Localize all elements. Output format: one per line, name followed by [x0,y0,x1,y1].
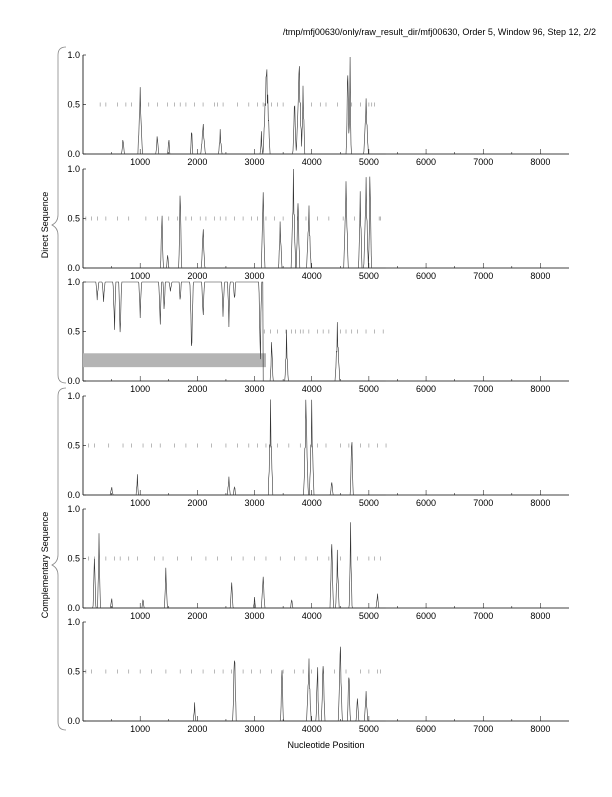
y-tick-label: 1.0 [67,617,80,627]
coding-region-highlight [83,353,266,368]
y-tick-label: 0.5 [67,214,80,224]
x-tick-label: 2000 [187,498,207,508]
panel-complementary-frame-2: 0.0 0.5 1.0 1000 2000 3000 4000 5000 6000 7000 800… [67,504,569,621]
x-tick-label: 3000 [245,498,265,508]
y-tick-label: 0.5 [67,441,80,451]
x-axis-label: Nucleotide Position [287,740,364,750]
group-label-complementary: Complementary Sequence [40,512,50,619]
x-tick-label: 1000 [130,271,150,281]
panel-direct-frame-1: 0.0 0.5 1.0 1000 2000 3000 4000 5000 6000 7000 800… [67,50,569,167]
panel-direct-frame-2: 0.0 0.5 1.0 1000 2000 3000 4000 5000 6000 7000 800… [67,164,569,281]
x-tick-label: 3000 [245,157,265,167]
y-tick-label: 0.0 [67,716,80,726]
x-tick-label: 3000 [245,384,265,394]
x-tick-label: 4000 [302,498,322,508]
x-tick-label: 4000 [302,611,322,621]
panel-complementary-frame-1: 0.0 0.5 1.0 1000 2000 3000 4000 5000 6000 7000 800… [67,391,569,508]
group-brace-direct [51,46,67,384]
x-tick-label: 3000 [245,271,265,281]
x-tick-label: 5000 [359,724,379,734]
x-tick-label: 1000 [130,384,150,394]
x-tick-label: 1000 [130,498,150,508]
x-tick-label: 3000 [245,611,265,621]
x-tick-label: 6000 [416,724,436,734]
y-tick-label: 0.5 [67,554,80,564]
x-tick-label: 7000 [473,611,493,621]
x-tick-label: 6000 [416,384,436,394]
x-tick-label: 2000 [187,384,207,394]
coding-potential-line [83,522,386,609]
x-tick-label: 2000 [187,724,207,734]
x-tick-label: 6000 [416,498,436,508]
x-tick-label: 4000 [302,157,322,167]
x-tick-label: 8000 [530,498,550,508]
x-tick-label: 2000 [187,271,207,281]
y-tick-label: 1.0 [67,504,80,514]
x-tick-label: 7000 [473,157,493,167]
coding-potential-line [83,168,386,269]
y-tick-label: 1.0 [67,277,80,287]
group-brace-complementary [51,387,67,731]
y-tick-label: 0.0 [67,490,80,500]
y-tick-label: 0.0 [67,149,80,159]
chart-title: /tmp/mfj00630/only/raw_result_dir/mfj006… [283,27,596,37]
x-tick-label: 8000 [530,724,550,734]
x-tick-label: 8000 [530,611,550,621]
x-tick-label: 2000 [187,611,207,621]
x-tick-label: 4000 [302,271,322,281]
x-tick-label: 5000 [359,271,379,281]
y-tick-label: 1.0 [67,164,80,174]
y-tick-label: 1.0 [67,50,80,60]
x-tick-label: 5000 [359,611,379,621]
x-tick-label: 4000 [302,724,322,734]
x-tick-label: 8000 [530,157,550,167]
x-tick-label: 6000 [416,611,436,621]
group-label-direct: Direct Sequence [40,192,50,259]
x-tick-label: 2000 [187,157,207,167]
x-tick-label: 7000 [473,384,493,394]
x-tick-label: 7000 [473,498,493,508]
x-tick-label: 5000 [359,384,379,394]
x-tick-label: 8000 [530,271,550,281]
x-tick-label: 6000 [416,157,436,167]
coding-potential-line [83,646,386,722]
x-tick-label: 1000 [130,611,150,621]
y-tick-label: 1.0 [67,391,80,401]
y-tick-label: 0.0 [67,376,80,386]
x-tick-label: 3000 [245,724,265,734]
x-tick-label: 7000 [473,724,493,734]
y-tick-label: 0.0 [67,263,80,273]
coding-potential-line [83,399,386,496]
panel-direct-frame-3: 0.0 0.5 1.0 1000 2000 3000 4000 5000 6000 7000 800… [67,277,569,394]
panel-complementary-frame-3: 0.0 0.5 1.0 1000 2000 3000 4000 5000 6000 7000 800… [67,617,569,734]
x-tick-label: 7000 [473,271,493,281]
y-tick-label: 0.5 [67,327,80,337]
coding-potential-line [83,56,386,155]
x-tick-label: 5000 [359,498,379,508]
x-tick-label: 5000 [359,157,379,167]
x-tick-label: 1000 [130,724,150,734]
x-tick-label: 6000 [416,271,436,281]
x-tick-label: 4000 [302,384,322,394]
x-tick-label: 1000 [130,157,150,167]
y-tick-label: 0.0 [67,603,80,613]
y-tick-label: 0.5 [67,667,80,677]
y-tick-label: 0.5 [67,100,80,110]
coding-potential-line [83,281,386,382]
x-tick-label: 8000 [530,384,550,394]
